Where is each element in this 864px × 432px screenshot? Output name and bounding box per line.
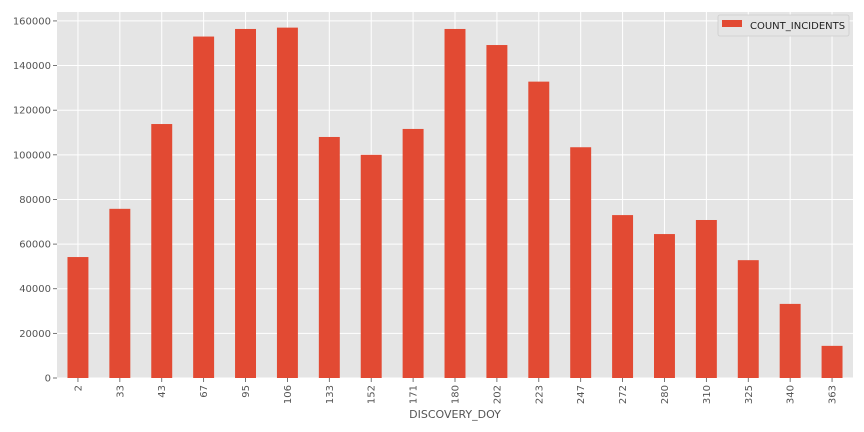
bar-33: [109, 208, 131, 378]
y-tick-label: 20000: [19, 329, 51, 340]
x-tick-label: 247: [576, 385, 587, 404]
bar-363: [821, 345, 843, 378]
x-tick-label: 106: [283, 385, 294, 404]
x-tick-label: 95: [241, 385, 252, 398]
bars: [67, 27, 843, 379]
bar-133: [318, 136, 340, 378]
x-tick-label: 171: [409, 385, 420, 404]
y-tick-label: 80000: [19, 195, 51, 206]
x-tick-label: 310: [702, 385, 713, 404]
bar-2: [67, 257, 89, 378]
y-tick-label: 0: [45, 374, 51, 385]
x-tick-label: 340: [786, 385, 797, 404]
x-tick-label: 33: [115, 385, 126, 398]
legend: COUNT_INCIDENTS: [717, 14, 850, 37]
bar-325: [737, 260, 759, 378]
x-tick-label: 67: [199, 385, 210, 398]
x-tick-label: 152: [367, 385, 378, 404]
bar-223: [528, 81, 550, 378]
y-tick-label: 120000: [13, 106, 51, 117]
x-tick-label: 2: [73, 385, 84, 391]
bar-247: [570, 147, 592, 378]
x-axis-title: DISCOVERY_DOY: [409, 408, 501, 421]
bar-340: [779, 303, 801, 378]
bar-272: [612, 215, 634, 378]
x-tick-label: 280: [660, 385, 671, 404]
y-tick-label: 160000: [13, 16, 51, 27]
x-axis-ticks: 2 33 43 67 95 106 133 152 171 180 202 223 247 272 280 3…: [73, 378, 839, 404]
bar-106: [276, 27, 298, 379]
y-tick-label: 100000: [13, 150, 51, 161]
bar-67: [193, 36, 215, 379]
bar-202: [486, 45, 508, 378]
x-tick-label: 272: [618, 385, 629, 404]
x-tick-label: 325: [744, 385, 755, 404]
x-tick-label: 180: [451, 385, 462, 404]
bar-43: [151, 124, 173, 378]
bar-171: [402, 128, 424, 378]
x-tick-label: 202: [492, 385, 503, 404]
x-tick-label: 223: [534, 385, 545, 404]
y-axis-ticks: 0 20000 40000 60000 80000 100000 120000 140000 1…: [13, 16, 57, 385]
bar-310: [695, 219, 717, 378]
bar-180: [444, 28, 466, 379]
bar-152: [360, 154, 382, 378]
bar-95: [235, 28, 256, 379]
y-tick-label: 40000: [19, 284, 51, 295]
y-tick-label: 60000: [19, 240, 51, 251]
y-tick-label: 140000: [13, 61, 51, 72]
x-tick-label: 43: [157, 385, 168, 398]
x-tick-label: 363: [828, 385, 839, 404]
legend-swatch: [722, 20, 742, 27]
legend-label: COUNT_INCIDENTS: [750, 21, 845, 32]
legend-box: [717, 14, 850, 37]
x-tick-label: 133: [325, 385, 336, 404]
bar-280: [654, 234, 675, 378]
